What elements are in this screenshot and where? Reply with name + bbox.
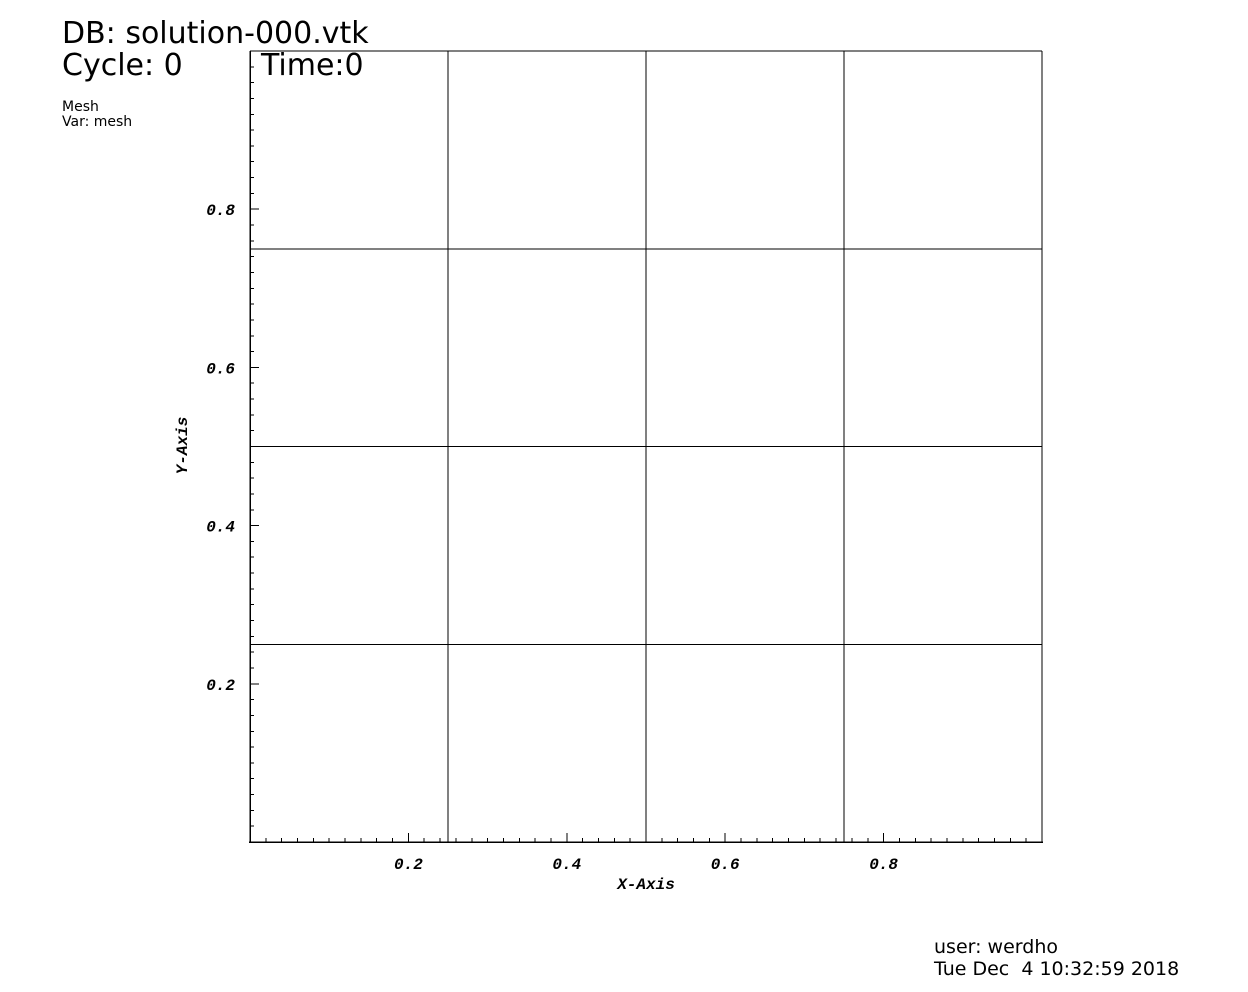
y-tick-label: 0.6: [206, 360, 235, 378]
database-label: DB: solution-000.vtk: [62, 16, 369, 51]
time-label: Time:0: [261, 48, 364, 83]
x-tick-label: 0.2: [394, 856, 423, 874]
y-tick-label: 0.8: [206, 202, 235, 220]
x-tick-label: 0.6: [711, 856, 740, 874]
x-axis-title: X-Axis: [616, 876, 675, 894]
date-label: Tue Dec 4 10:32:59 2018: [934, 958, 1180, 980]
y-tick-label: 0.2: [206, 677, 235, 695]
y-tick-label: 0.4: [206, 519, 235, 537]
plot-name-label: Mesh: [62, 99, 99, 115]
x-tick-label: 0.8: [869, 856, 898, 874]
cycle-label: Cycle: 0: [62, 48, 183, 83]
variable-label: Var: mesh: [62, 114, 133, 130]
x-tick-label: 0.4: [552, 856, 581, 874]
user-label: user: werdho: [934, 936, 1058, 958]
y-axis-title: Y-Axis: [174, 417, 192, 475]
